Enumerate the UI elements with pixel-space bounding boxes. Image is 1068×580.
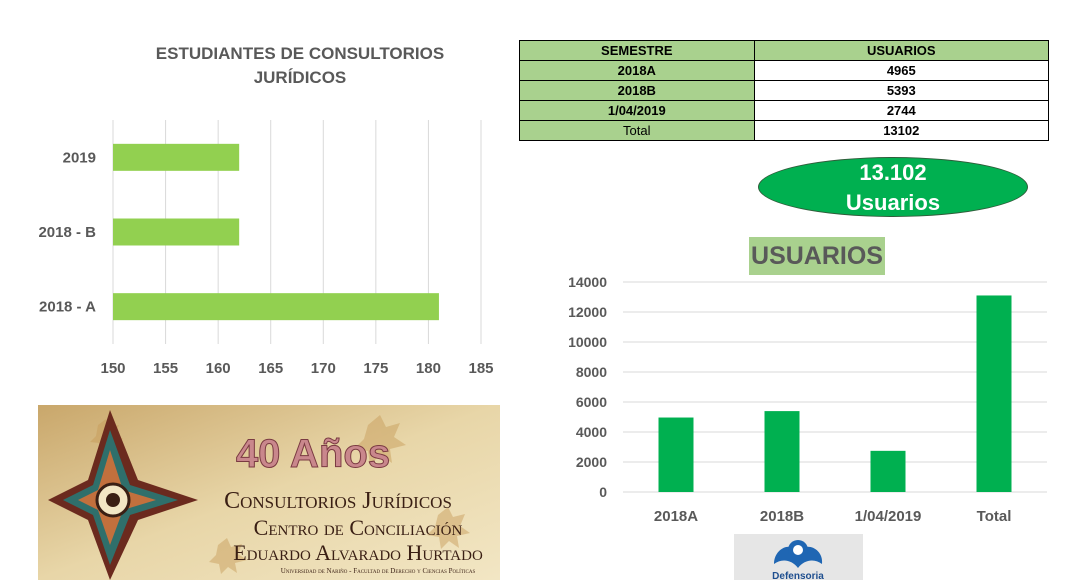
- y-tick-label: 4000: [576, 424, 607, 440]
- usuarios-cell: 5393: [753, 80, 1050, 101]
- students-chart-title: ESTUDIANTES DE CONSULTORIOS JURÍDICOS: [155, 44, 445, 87]
- banner-line4: Universidad de Nariño - Facultad de Dere…: [281, 567, 476, 575]
- y-tick-label: 12000: [568, 304, 607, 320]
- x-tick-label: 180: [416, 360, 441, 377]
- bar: [113, 293, 439, 321]
- x-tick-label: 150: [100, 360, 125, 377]
- usuarios-cell: 4965: [753, 60, 1050, 81]
- users-table: SEMESTRE USUARIOS 2018A 4965 2018B 5393 …: [519, 40, 1050, 141]
- defensoria-logo-graphic: Defensoria: [772, 540, 824, 580]
- header-semestre: SEMESTRE: [519, 40, 755, 61]
- anniversary-banner: 40 Años Consultorios Jurídicos Centro de…: [38, 405, 500, 580]
- table-row: 2018A 4965: [519, 60, 1050, 81]
- semestre-cell: Total: [519, 120, 755, 141]
- students-bar-chart: 150 155 160 165 170 175 180 185 2019 2018 - B 2018…: [38, 120, 494, 377]
- total-users-label: Usuarios: [845, 190, 941, 215]
- y-tick-label: 2000: [576, 454, 607, 470]
- users-chart-title: USUARIOS: [749, 237, 885, 275]
- table-row: 2018B 5393: [519, 80, 1050, 101]
- semestre-cell: 2018B: [519, 80, 755, 101]
- banner-heading: 40 Años: [236, 432, 390, 476]
- bar: [658, 417, 694, 492]
- banner-line1: Consultorios Jurídicos: [224, 488, 452, 514]
- bar: [113, 143, 240, 171]
- y-category-label: 2019: [63, 149, 96, 166]
- bar: [764, 411, 800, 492]
- bar: [870, 450, 906, 492]
- defensoria-text: Defensoria: [772, 571, 824, 580]
- defensoria-logo: Defensoria: [734, 534, 863, 580]
- x-tick-label: 185: [468, 360, 493, 377]
- banner-graphic: 40 Años Consultorios Jurídicos Centro de…: [38, 405, 500, 580]
- usuarios-cell: 13102: [753, 120, 1050, 141]
- x-tick-label: 155: [153, 360, 178, 377]
- x-tick-label: 170: [311, 360, 336, 377]
- star-emblem: [48, 410, 198, 580]
- users-bar-chart: 0 2000 4000 6000 8000 10000 12000 14000 2018A 201…: [568, 274, 1047, 525]
- x-tick-label: 160: [206, 360, 231, 377]
- x-category-label: Total: [977, 508, 1012, 525]
- y-tick-label: 6000: [576, 394, 607, 410]
- x-category-label: 1/04/2019: [855, 508, 922, 525]
- table-total-row: Total 13102: [519, 120, 1050, 141]
- usuarios-cell: 2744: [753, 100, 1050, 121]
- banner-line3: Eduardo Alvarado Hurtado: [233, 540, 483, 565]
- banner-line2: Centro de Conciliación: [254, 515, 463, 540]
- y-category-label: 2018 - B: [38, 224, 96, 241]
- y-tick-label: 14000: [568, 274, 607, 290]
- table-header-row: SEMESTRE USUARIOS: [519, 40, 1050, 61]
- y-tick-label: 8000: [576, 364, 607, 380]
- y-category-label: 2018 - A: [39, 299, 96, 316]
- x-tick-label: 165: [258, 360, 283, 377]
- bar: [976, 295, 1012, 492]
- total-users-badge: 13.102 Usuarios: [758, 157, 1028, 217]
- y-tick-label: 0: [599, 484, 607, 500]
- table-row: 1/04/2019 2744: [519, 100, 1050, 121]
- y-tick-label: 10000: [568, 334, 607, 350]
- bar: [113, 218, 240, 246]
- x-tick-label: 175: [363, 360, 388, 377]
- x-category-label: 2018A: [654, 508, 698, 525]
- semestre-cell: 2018A: [519, 60, 755, 81]
- x-category-label: 2018B: [760, 508, 804, 525]
- total-users-number: 13.102: [859, 160, 927, 185]
- semestre-cell: 1/04/2019: [519, 100, 755, 121]
- header-usuarios: USUARIOS: [753, 40, 1050, 61]
